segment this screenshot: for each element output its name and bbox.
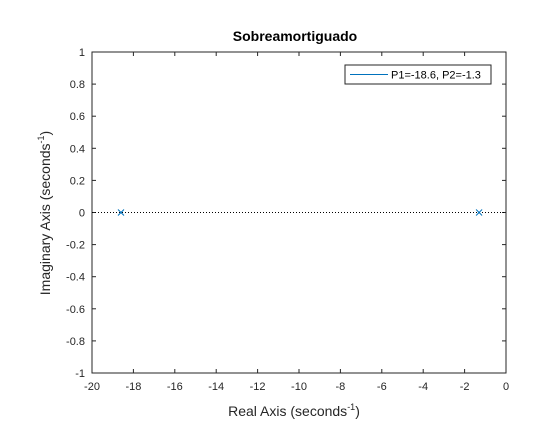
x-tick-label: -2 <box>460 381 470 393</box>
data-points <box>117 209 483 216</box>
y-tick-label: 0.6 <box>70 111 85 123</box>
x-tick-label: 0 <box>503 381 509 393</box>
y-tick-label: -0.6 <box>66 304 85 316</box>
pole-marker <box>475 209 483 216</box>
legend-entry-label: P1=-18.6, P2=-1.3 <box>391 70 481 82</box>
pole-marker-stroke <box>117 209 125 216</box>
pole-marker-stroke <box>475 209 483 216</box>
x-tick-label: -6 <box>377 381 387 393</box>
x-axis-label: Real Axis (seconds-1) <box>228 402 360 419</box>
x-tick-label: -8 <box>336 381 346 393</box>
y-tick-label: -0.8 <box>66 336 85 348</box>
x-tick-label: -14 <box>208 381 224 393</box>
y-axis-label: Imaginary Axis (seconds-1) <box>36 131 53 295</box>
y-tick-label: 0.4 <box>70 143 85 155</box>
y-tick-label: 1 <box>79 47 85 59</box>
y-tick-label: 0.8 <box>70 79 85 91</box>
y-tick-label: 0 <box>79 208 85 220</box>
pole-marker <box>117 209 125 216</box>
y-tick-label: 0.2 <box>70 175 85 187</box>
x-tick-label: -20 <box>84 381 100 393</box>
x-tick-label: -4 <box>418 381 428 393</box>
x-tick-label: -16 <box>167 381 183 393</box>
legend: P1=-18.6, P2=-1.3 <box>344 64 492 85</box>
x-tick-label: -12 <box>250 381 266 393</box>
x-tick-label: -18 <box>125 381 141 393</box>
y-tick-label: -0.2 <box>66 240 85 252</box>
legend-box <box>344 64 492 85</box>
x-axis: -20 -18 -16 -14 -12 -10 -8 -6 -4 -2 0 <box>84 52 509 393</box>
chart-title: Sobreamortiguado <box>233 28 357 44</box>
x-tick-label: -10 <box>291 381 307 393</box>
y-tick-label: -1 <box>75 368 85 380</box>
y-tick-label: -0.4 <box>66 272 85 284</box>
y-axis: -1 -0.8 -0.6 -0.4 -0.2 0 0.2 0.4 0.6 0.8 1 <box>66 47 506 380</box>
